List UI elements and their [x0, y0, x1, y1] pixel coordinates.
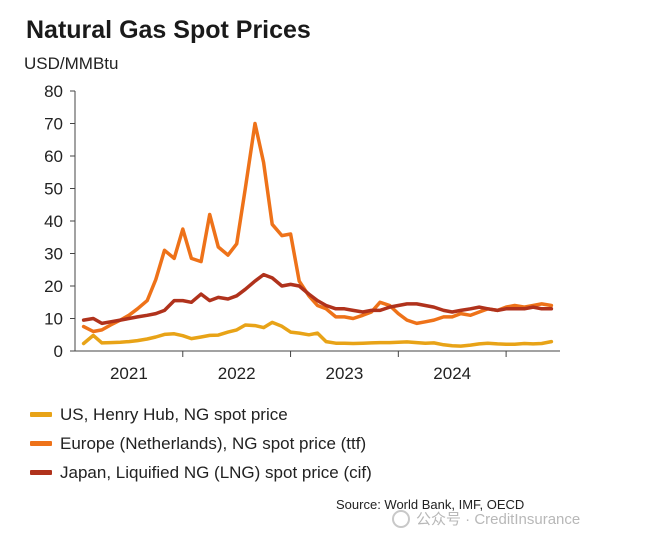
chart-legend: US, Henry Hub, NG spot price Europe (Neth… [30, 400, 372, 487]
y-tick-label: 40 [44, 212, 63, 231]
watermark: 公众号 · CreditInsurance [392, 508, 580, 529]
x-tick-label: 2021 [110, 364, 148, 383]
legend-label: US, Henry Hub, NG spot price [60, 404, 288, 424]
legend-label: Japan, Liquified NG (LNG) spot price (ci… [60, 462, 372, 482]
legend-swatch [30, 412, 52, 417]
y-tick-label: 50 [44, 180, 63, 199]
series-line-3 [81, 272, 554, 326]
watermark-text: 公众号 · CreditInsurance [416, 511, 581, 528]
x-tick-label: 2022 [218, 364, 256, 383]
legend-swatch [30, 470, 52, 475]
chart-title: Natural Gas Spot Prices [26, 16, 311, 44]
x-tick-label: 2023 [326, 364, 364, 383]
line-chart: 0 10 20 30 40 50 60 70 80 2021 2022 2023 2024 [44, 82, 560, 383]
y-tick-label: 0 [54, 342, 63, 361]
y-tick-label: 30 [44, 245, 63, 264]
source-note: Source: World Bank, IMF, OECD [336, 497, 525, 512]
wechat-icon [392, 509, 410, 528]
legend-item: Japan, Liquified NG (LNG) spot price (ci… [30, 458, 372, 487]
y-tick-label: 10 [44, 310, 63, 329]
legend-label: Europe (Netherlands), NG spot price (ttf… [60, 433, 367, 453]
y-axis-unit-label: USD/MMBtu [24, 54, 119, 73]
y-tick-label: 80 [44, 82, 63, 101]
y-tick-label: 20 [44, 277, 63, 296]
legend-swatch [30, 441, 52, 446]
legend-item: Europe (Netherlands), NG spot price (ttf… [30, 429, 372, 458]
legend-item: US, Henry Hub, NG spot price [30, 400, 372, 429]
y-tick-label: 70 [44, 115, 63, 134]
series-line-1 [81, 320, 554, 348]
y-tick-label: 60 [44, 147, 63, 166]
series-line-2 [81, 121, 554, 334]
x-tick-label: 2024 [433, 364, 471, 383]
